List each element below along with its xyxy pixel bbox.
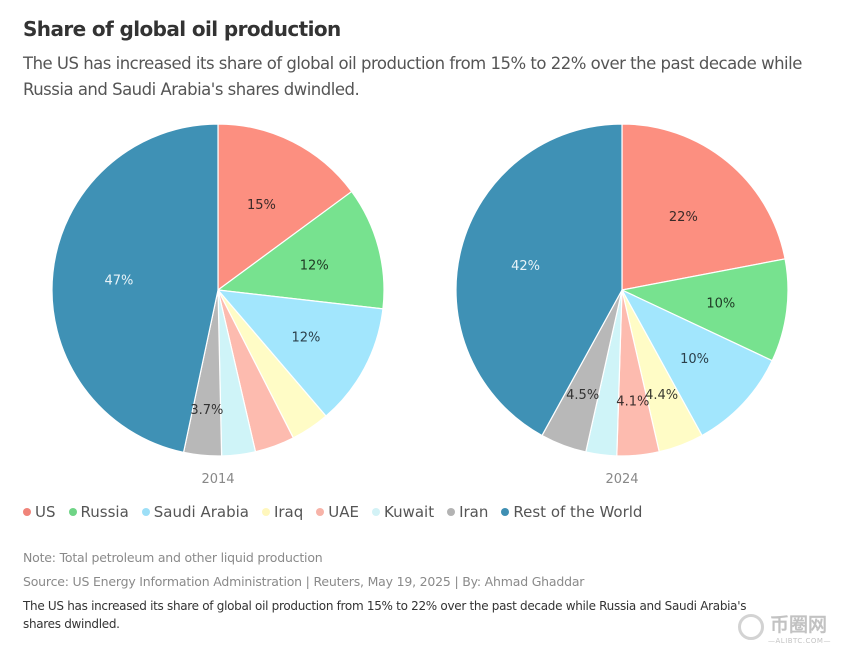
- watermark-subtext: —ALIBTC.COM—: [768, 637, 831, 645]
- watermark-text: 币圈网: [770, 614, 828, 636]
- legend-swatch: [371, 508, 380, 516]
- legend-label: US: [35, 503, 56, 521]
- pie-2014-slice-us: [217, 123, 353, 292]
- pie-2024-label-russia: 10%: [706, 296, 735, 311]
- pie-2014-slice-saudi-arabia: [216, 289, 384, 417]
- legend-item-iraq: Iraq: [261, 503, 304, 521]
- legend-swatch: [23, 508, 31, 516]
- legend-swatch: [68, 508, 77, 516]
- legend-label: Russia: [80, 503, 129, 521]
- legend-item-saudi-arabia: Saudi Arabia: [141, 503, 249, 521]
- pie-2014-year-label: 2014: [201, 472, 234, 487]
- pie-2024-label-iran: 4.5%: [566, 388, 599, 403]
- legend-label: Rest of the World: [513, 503, 643, 521]
- legend-swatch: [261, 508, 270, 516]
- legend-item-kuwait: Kuwait: [371, 503, 435, 521]
- legend-label: Iraq: [273, 503, 304, 521]
- legend-swatch: [141, 508, 150, 516]
- legend-item-russia: Russia: [68, 503, 129, 521]
- legend-item-uae: UAE: [316, 503, 359, 521]
- legend-item-us: US: [23, 503, 56, 521]
- legend-swatch: [501, 508, 510, 516]
- pie-2024-label-us: 22%: [669, 210, 698, 225]
- pie-2024-label-saudi-arabia: 10%: [680, 352, 709, 367]
- source-line: Source: US Energy Information Administra…: [23, 574, 585, 589]
- legend-item-iran: Iran: [447, 503, 488, 521]
- legend-swatch: [316, 508, 325, 516]
- pie-2014-label-us: 15%: [247, 198, 276, 213]
- footnote: Note: Total petroleum and other liquid p…: [23, 550, 323, 565]
- legend-item-rest-of-world: Rest of the World: [501, 503, 642, 521]
- pie-2024-label-iraq: 4.4%: [645, 388, 678, 403]
- pie-2014-label-saudi-arabia: 12%: [292, 331, 321, 346]
- chart-title: Share of global oil production: [23, 17, 341, 41]
- caption: The US has increased its share of global…: [23, 599, 747, 631]
- pie-2024-slice-saudi-arabia: [620, 288, 773, 437]
- watermark-logo-icon: [738, 614, 764, 640]
- legend: US Russia Saudi Arabia Iraq UAE Kuwait I…: [23, 503, 655, 521]
- pie-2014-label-iran: 3.7%: [190, 403, 223, 418]
- pie-2024-slice-rest-of-world: [455, 123, 623, 437]
- legend-label: Saudi Arabia: [153, 503, 249, 521]
- pie-2014-label-rest-of-world: 47%: [104, 274, 133, 289]
- pie-2024-slice-russia: [620, 258, 789, 362]
- pie-2024-year-label: 2024: [605, 472, 638, 487]
- pie-2024-slice-us: [621, 123, 786, 291]
- legend-label: UAE: [328, 503, 359, 521]
- pie-2024: 22% 10% 10% 4.4%4.1% 4.5% 42%: [455, 123, 789, 457]
- legend-label: Iran: [459, 503, 489, 521]
- chart-subtitle: The US has increased its share of global…: [23, 54, 802, 99]
- pie-2014: 15% 12% 12% 3.7% 47%: [51, 123, 385, 457]
- legend-label: Kuwait: [383, 503, 435, 521]
- pie-2014-label-russia: 12%: [300, 258, 329, 273]
- pie-2014-slice-rest-of-world: [51, 123, 219, 454]
- watermark: 币圈网 —ALIBTC.COM—: [738, 610, 843, 650]
- pie-2024-label-rest-of-world: 42%: [511, 259, 540, 274]
- pie-2014-slice-russia: [216, 190, 385, 310]
- pie-2024-label-uae: 4.1%: [616, 395, 649, 410]
- pie-charts: 15% 12% 12% 3.7% 47% 22% 10% 10% 4.4%4.1% 4.5% 42…: [51, 123, 789, 487]
- legend-swatch: [447, 508, 456, 516]
